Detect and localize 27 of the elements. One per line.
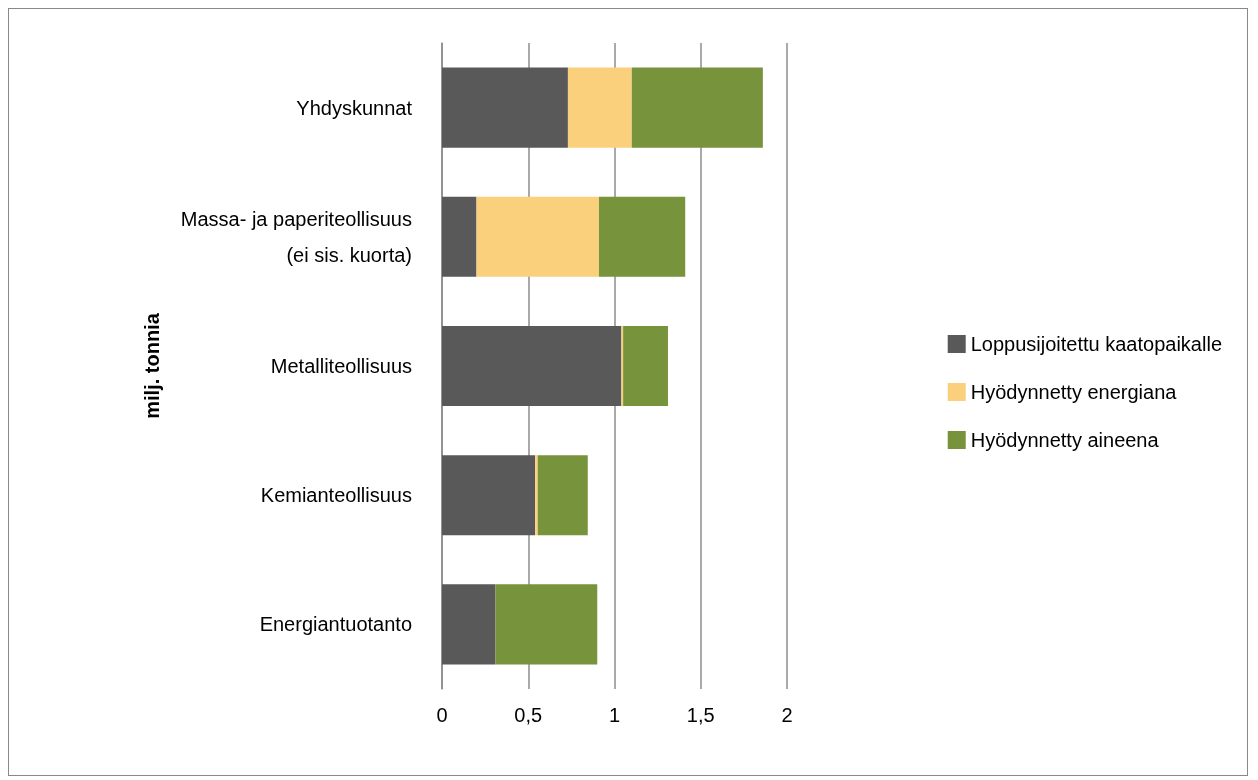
bar <box>623 325 668 407</box>
x-tick-label: 1,5 <box>686 704 715 726</box>
y-tick-label: Yhdyskunnat <box>296 96 413 119</box>
legend-label: Loppusijoitettu kaatopaikalle <box>970 333 1223 355</box>
bar <box>495 584 598 665</box>
bar <box>442 584 496 665</box>
bar <box>476 196 599 277</box>
bar <box>631 67 763 148</box>
y-axis-title: milj. tonnia <box>141 312 163 419</box>
x-tick-label: 0 <box>436 704 448 726</box>
bar <box>535 455 538 536</box>
y-tick-label: Metalliteollisuus <box>270 355 412 377</box>
x-tick-label: 2 <box>781 704 793 726</box>
legend-label: Hyödynnetty aineena <box>970 429 1160 451</box>
y-tick-label: Energiantuotanto <box>259 613 412 636</box>
y-tick-label: Massa- ja paperiteollisuus (ei sis. kuorta) <box>180 207 412 266</box>
bar <box>442 455 536 536</box>
x-tick-label: 1 <box>608 704 621 726</box>
bar <box>598 196 686 277</box>
x-tick-label: 0,5 <box>514 704 543 726</box>
y-tick-label: Kemianteollisuus <box>260 484 412 507</box>
bar <box>442 67 568 148</box>
bar <box>567 67 632 148</box>
bar <box>442 196 477 277</box>
legend-label: Hyödynnetty energiana <box>970 381 1178 403</box>
bar <box>442 325 622 407</box>
bar <box>537 455 588 536</box>
